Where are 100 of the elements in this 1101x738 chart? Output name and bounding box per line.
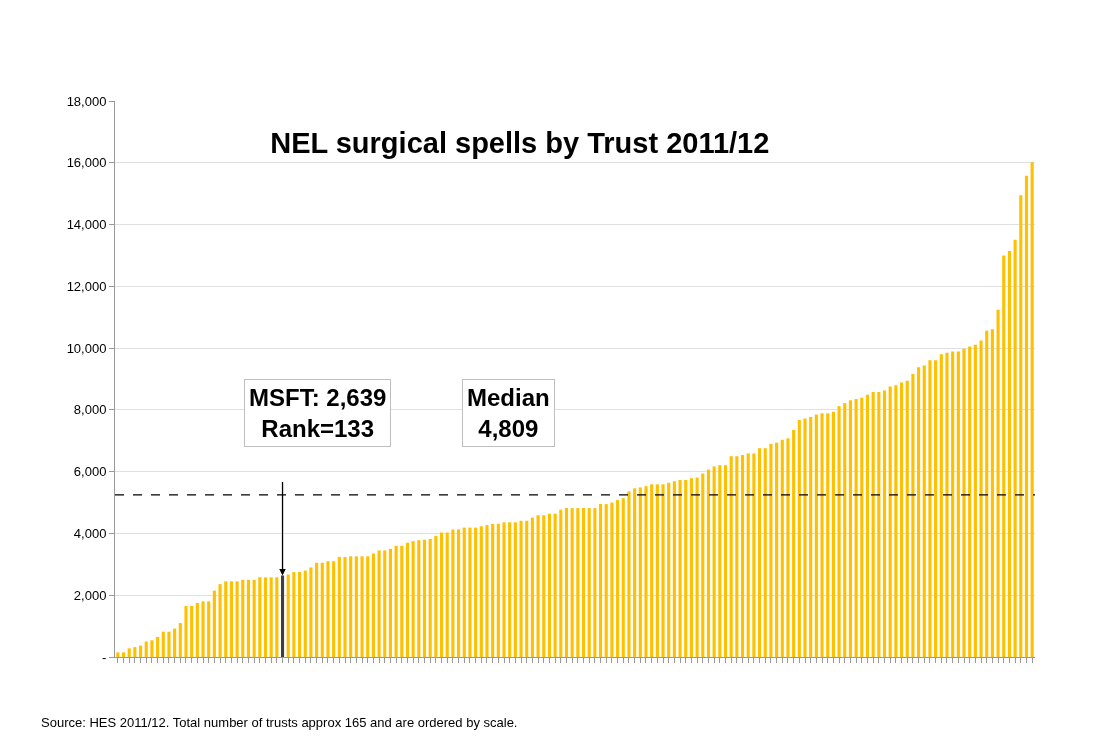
bar — [388, 548, 392, 657]
bar — [911, 374, 915, 657]
bar — [860, 397, 864, 657]
bar — [712, 466, 716, 657]
bar — [246, 579, 251, 657]
bar — [581, 508, 586, 657]
bar — [218, 584, 222, 657]
bar — [922, 365, 926, 657]
bar — [377, 550, 381, 657]
bar — [156, 636, 160, 657]
bar — [803, 418, 807, 657]
bar — [428, 539, 432, 657]
y-tick-label: 4,000 — [73, 525, 107, 541]
bar — [326, 561, 330, 657]
bar — [451, 529, 455, 657]
bar — [269, 577, 273, 657]
bar — [349, 556, 353, 657]
bar — [871, 391, 875, 657]
bar — [894, 385, 898, 657]
bar — [292, 572, 296, 657]
bar — [848, 400, 852, 657]
bar — [491, 523, 495, 657]
y-tick-label: 18,000 — [66, 93, 107, 109]
bar — [616, 500, 620, 657]
bar — [1002, 255, 1006, 657]
bar — [178, 623, 182, 657]
bar — [729, 456, 733, 657]
bar — [553, 513, 557, 657]
bar — [809, 416, 813, 657]
text: NEL surgical spells by Trust 2011/12 — [270, 127, 770, 160]
bar — [519, 520, 523, 657]
bar — [212, 590, 216, 657]
bar — [826, 413, 830, 657]
bar — [405, 542, 410, 657]
bar — [241, 579, 245, 657]
bar — [468, 527, 472, 657]
bar — [792, 429, 796, 657]
bar — [934, 360, 938, 657]
bar — [116, 652, 120, 657]
bar — [542, 515, 546, 657]
bar — [536, 515, 540, 657]
bar — [502, 522, 506, 657]
bar — [752, 453, 756, 657]
bar — [400, 545, 404, 657]
bar — [973, 344, 977, 657]
bar — [758, 448, 762, 657]
bar — [252, 579, 256, 657]
bar — [133, 647, 137, 657]
bar — [525, 520, 529, 657]
bar — [655, 484, 659, 657]
y-tick-label: 14,000 — [66, 217, 107, 233]
bar — [496, 523, 500, 657]
bar — [479, 526, 483, 657]
bar — [320, 562, 324, 657]
bar — [258, 577, 262, 657]
bar — [559, 509, 563, 657]
bar — [820, 413, 824, 657]
bar — [763, 448, 767, 657]
bar — [224, 581, 228, 657]
bar — [854, 399, 858, 657]
bar — [905, 380, 909, 657]
bar — [723, 465, 728, 657]
bar — [689, 478, 693, 657]
bar — [962, 348, 966, 657]
bar — [604, 504, 608, 657]
bar — [207, 601, 211, 657]
bar — [814, 414, 818, 657]
bar — [360, 556, 364, 657]
bar — [417, 540, 421, 657]
bar — [121, 652, 126, 657]
bar — [1007, 251, 1012, 657]
bar — [150, 640, 154, 657]
bar — [235, 581, 239, 657]
bar — [315, 562, 319, 657]
bar — [968, 346, 972, 657]
bar — [706, 469, 711, 657]
bar — [621, 498, 625, 657]
bar — [462, 527, 466, 657]
bar — [610, 502, 614, 657]
bar — [530, 517, 534, 657]
bar — [337, 556, 341, 657]
bar — [309, 567, 313, 657]
bar — [899, 382, 904, 657]
bar — [138, 645, 143, 657]
bar — [598, 504, 603, 657]
bar — [354, 556, 358, 657]
bar — [882, 390, 887, 657]
bar — [195, 602, 199, 657]
bar — [678, 480, 682, 657]
annotation: Median 4,809 — [467, 384, 550, 443]
bar — [411, 541, 415, 657]
bar — [161, 631, 165, 657]
y-tick-label: 12,000 — [66, 278, 107, 294]
bar — [263, 577, 268, 657]
bar — [797, 420, 801, 657]
bar — [184, 606, 188, 657]
y-tick-label: 16,000 — [66, 155, 107, 171]
bar — [638, 487, 642, 657]
bar — [865, 394, 870, 657]
y-tick-label: 2,000 — [73, 587, 107, 603]
